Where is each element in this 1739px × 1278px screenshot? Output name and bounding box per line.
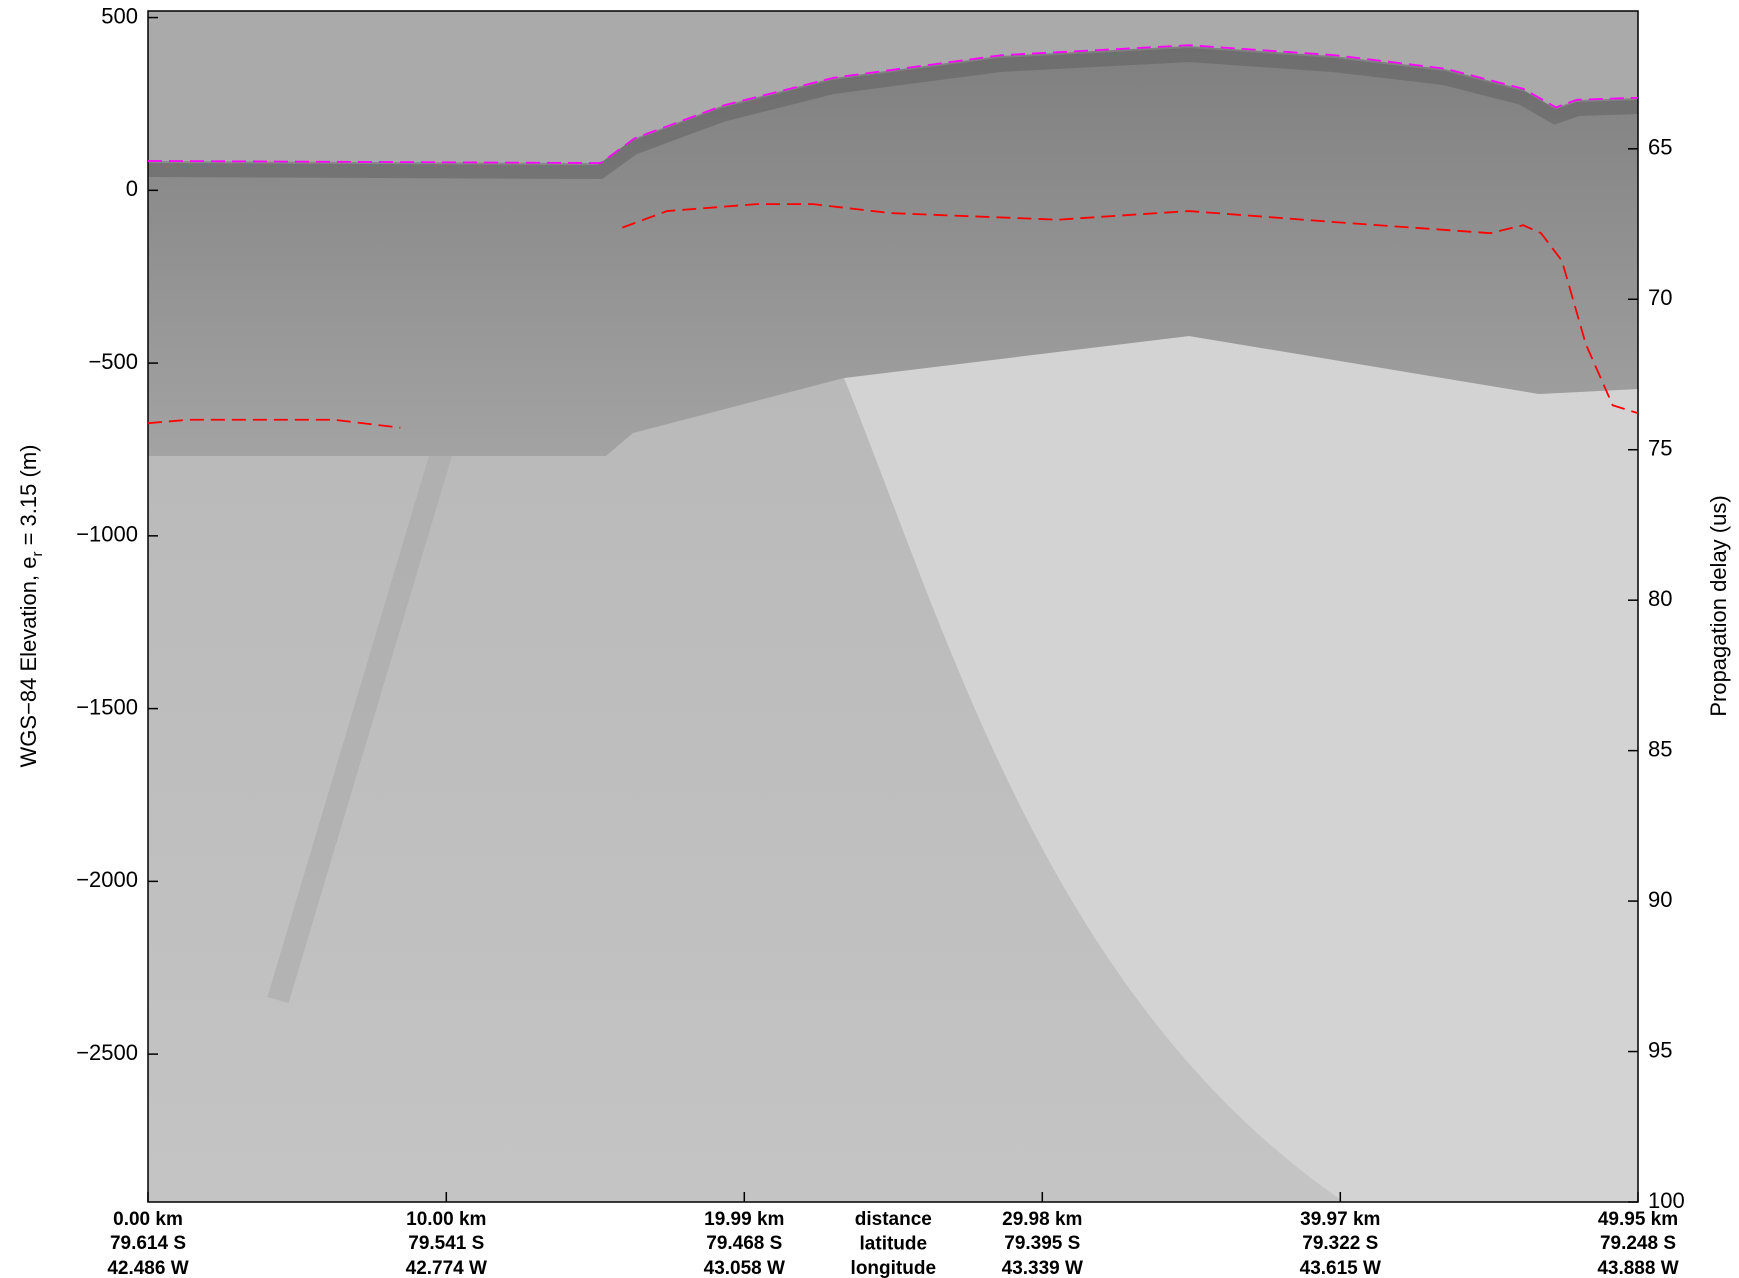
x-tick-latitude: 79.322 S	[1302, 1233, 1378, 1254]
x-row-label: longitude	[851, 1258, 936, 1278]
layer-line	[148, 418, 401, 429]
x-tick-longitude: 43.615 W	[1300, 1258, 1381, 1278]
x-tick-label: 49.95 km	[1598, 1209, 1678, 1230]
x-tick-label: 29.98 km	[1002, 1209, 1082, 1230]
layer-line	[148, 44, 1638, 164]
y-tick-label: −2500	[76, 1040, 138, 1065]
y-label-text: WGS−84 Elevation, e	[16, 557, 41, 768]
y-tick-label: −2000	[76, 867, 138, 892]
x-tick-latitude: 79.614 S	[110, 1233, 186, 1254]
y2-tick-label: 75	[1648, 436, 1672, 461]
x-tick-longitude: 42.486 W	[107, 1258, 188, 1278]
x-row-label: distance	[855, 1209, 932, 1230]
x-tick-label: 19.99 km	[704, 1209, 784, 1230]
x-tick-latitude: 79.468 S	[706, 1233, 782, 1254]
x-tick-label: 10.00 km	[406, 1209, 486, 1230]
echogram-air	[148, 11, 1638, 163]
x-tick-longitude: 43.888 W	[1597, 1258, 1678, 1278]
echogram-surface-echo	[148, 47, 1638, 180]
y-tick-label: −1500	[76, 694, 138, 719]
x-tick-longitude: 43.058 W	[704, 1258, 785, 1278]
x-tick-longitude: 43.339 W	[1002, 1258, 1083, 1278]
x-tick-latitude: 79.248 S	[1600, 1233, 1676, 1254]
y-tick-label: −1000	[76, 522, 138, 547]
x-tick-label: 0.00 km	[113, 1209, 183, 1230]
y2-tick-label: 80	[1648, 586, 1672, 611]
x-tick-label: 39.97 km	[1300, 1209, 1380, 1230]
y2-tick-label: 100	[1648, 1188, 1685, 1213]
y2-tick-label: 85	[1648, 736, 1672, 761]
x-tick-latitude: 79.541 S	[408, 1233, 484, 1254]
x-tick-longitude: 42.774 W	[406, 1258, 487, 1278]
x-row-label: latitude	[860, 1234, 928, 1255]
plot-frame	[147, 10, 1639, 1203]
echogram-ice	[148, 46, 1638, 456]
y-axis-label: WGS−84 Elevation, er = 3.15 (m)	[16, 445, 47, 768]
echogram-bright	[844, 336, 1638, 1202]
y-tick-label: 500	[101, 3, 138, 28]
y2-tick-label: 90	[1648, 887, 1672, 912]
x-tick-latitude: 79.395 S	[1004, 1233, 1080, 1254]
y2-tick-label: 95	[1648, 1037, 1672, 1062]
y-label-subscript: r	[29, 552, 46, 557]
layer-line	[621, 203, 1638, 415]
echogram	[148, 11, 1638, 1202]
y2-tick-label: 70	[1648, 285, 1672, 310]
y-tick-label: −500	[88, 349, 138, 374]
y2-tick-label: 65	[1648, 135, 1672, 160]
y2-axis-label: Propagation delay (us)	[1706, 495, 1731, 716]
echogram-streak	[267, 363, 478, 1004]
y-tick-label: 0	[126, 176, 138, 201]
y-label-text: = 3.15 (m)	[16, 445, 41, 552]
